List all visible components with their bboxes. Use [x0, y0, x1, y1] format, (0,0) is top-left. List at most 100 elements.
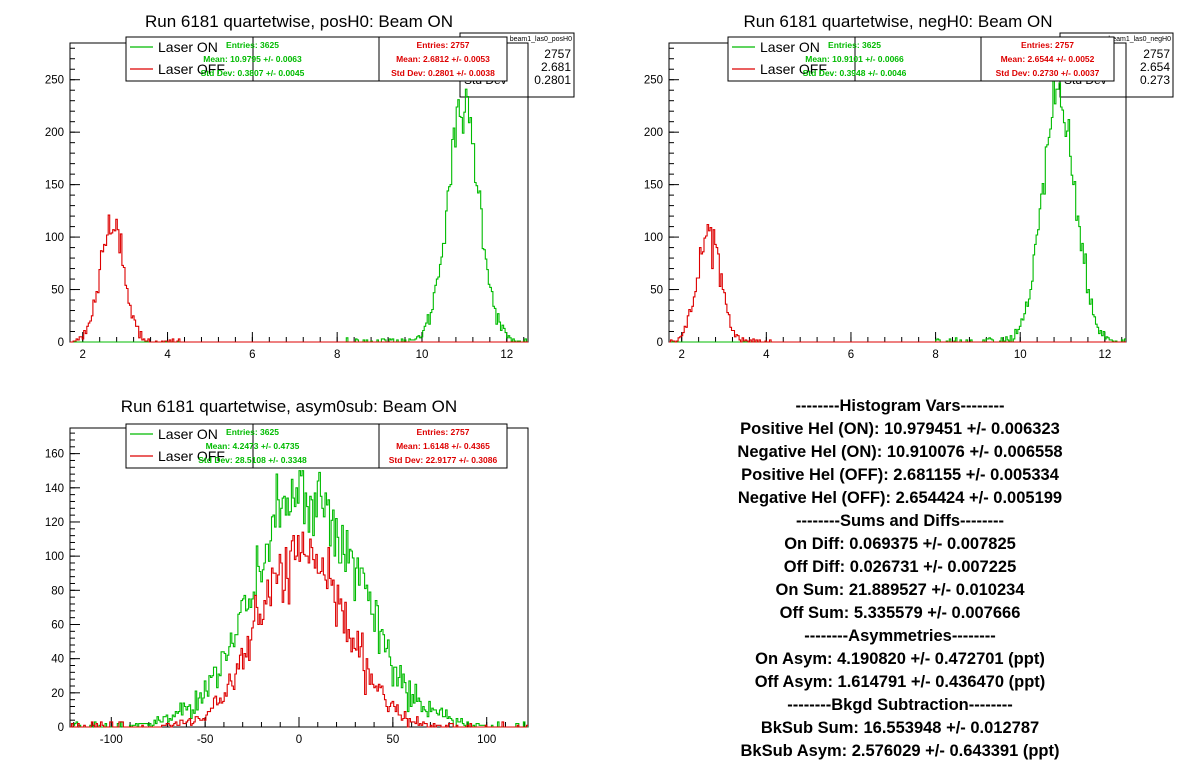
chart-title: Run 6181 quartetwise, negH0: Beam ON [743, 12, 1052, 31]
y-tick-label: 150 [644, 180, 663, 192]
y-tick-label: 120 [45, 517, 64, 529]
summary-line: --------Asymmetries-------- [804, 627, 996, 645]
y-tick-label: 0 [657, 337, 663, 349]
summary-line: On Asym: 4.190820 +/- 0.472701 (ppt) [755, 650, 1045, 668]
plot-frame [69, 42, 529, 343]
y-tick-label: 0 [58, 722, 64, 734]
stats-laser-off: Std Dev: 0.2801 +/- 0.0038 [391, 68, 495, 78]
hidden-stats-value: 0.2801 [534, 73, 571, 87]
stats-laser-on: Mean: 10.9795 +/- 0.0063 [203, 54, 302, 64]
stats-laser-on: Std Dev: 0.3948 +/- 0.0046 [803, 68, 907, 78]
stats-laser-off: Mean: 2.6812 +/- 0.0053 [396, 54, 490, 64]
histogram-panel-3: 0 20 40 60 80 100 120 140 160 -100 -50 0 50 100 Laser … [45, 397, 529, 746]
x-tick-label: 6 [249, 349, 255, 361]
chart-title: Run 6181 quartetwise, posH0: Beam ON [145, 12, 453, 31]
histogram-series-laser-on [669, 79, 1126, 343]
chart-title: Run 6181 quartetwise, asym0sub: Beam ON [121, 397, 457, 416]
legend-label-laser-off: Laser OFF [158, 448, 225, 464]
x-tick-label: -100 [100, 734, 123, 746]
x-tick-label: 100 [477, 734, 496, 746]
summary-panel: --------Histogram Vars-------- Positive … [650, 395, 1150, 763]
y-tick-label: 250 [45, 75, 64, 87]
y-tick-label: 200 [45, 127, 64, 139]
legend-stats-box: Laser ON Laser OFF Entries: 3625 Mean: 4.24… [125, 423, 508, 469]
summary-line: --------Histogram Vars-------- [795, 397, 1005, 415]
y-tick-label: 40 [51, 654, 64, 666]
y-tick-label: 60 [51, 619, 64, 631]
plot-frame [668, 42, 1127, 343]
summary-line: Positive Hel (ON): 10.979451 +/- 0.00632… [740, 420, 1060, 438]
hidden-stats-value: 2757 [544, 47, 571, 61]
x-tick-label: 12 [1098, 349, 1111, 361]
histogram-series-laser-off [669, 223, 1126, 343]
summary-line: On Sum: 21.889527 +/- 0.010234 [775, 581, 1025, 599]
x-tick-label: 4 [763, 349, 770, 361]
stats-laser-off: Entries: 2757 [417, 40, 470, 50]
x-tick-label: -50 [197, 734, 214, 746]
stats-laser-off: Mean: 2.6544 +/- 0.0052 [1001, 54, 1095, 64]
x-tick-label: 10 [1014, 349, 1027, 361]
y-tick-label: 0 [58, 337, 64, 349]
stats-laser-on: Std Dev: 0.3807 +/- 0.0045 [201, 68, 305, 78]
stats-laser-on: Entries: 3625 [226, 427, 279, 437]
histogram-series-laser-on [70, 470, 528, 728]
legend-label-laser-off: Laser OFF [760, 61, 827, 77]
stats-laser-off: Std Dev: 22.9177 +/- 0.3086 [389, 455, 498, 465]
legend-frame [125, 423, 508, 469]
summary-line: Positive Hel (OFF): 2.681155 +/- 0.00533… [741, 466, 1059, 484]
summary-line: Off Asym: 1.614791 +/- 0.436470 (ppt) [754, 673, 1046, 691]
y-tick-label: 80 [51, 585, 64, 597]
x-tick-label: 6 [848, 349, 854, 361]
stats-laser-on: Mean: 10.9101 +/- 0.0066 [805, 54, 904, 64]
y-tick-label: 140 [45, 483, 64, 495]
x-tick-label: 8 [932, 349, 938, 361]
summary-line: Off Diff: 0.026731 +/- 0.007225 [783, 558, 1017, 576]
hidden-stats-value: 2.654 [1140, 60, 1170, 74]
y-tick-label: 150 [45, 180, 64, 192]
summary-line: --------Bkgd Subtraction-------- [787, 696, 1013, 714]
legend-stats-box: Laser ON Laser OFF Entries: 3625 Mean: 10.9… [125, 36, 508, 82]
hidden-stats-value: 0.273 [1140, 73, 1170, 87]
histogram-series-laser-on [70, 88, 528, 343]
y-tick-label: 100 [644, 232, 663, 244]
hidden-stats-name: beam1_las0_negH0 [1108, 36, 1171, 43]
y-tick-label: 50 [51, 285, 64, 297]
legend-label-laser-on: Laser ON [158, 39, 218, 55]
hidden-stats-value: 2757 [1143, 47, 1170, 61]
summary-line: BkSub Sum: 16.553948 +/- 0.012787 [760, 719, 1040, 737]
legend-label-laser-on: Laser ON [760, 39, 820, 55]
histogram-series-laser-off [70, 214, 528, 343]
summary-line: Off Sum: 5.335579 +/- 0.007666 [779, 604, 1021, 622]
y-tick-label: 250 [644, 75, 663, 87]
summary-line: Negative Hel (ON): 10.910076 +/- 0.00655… [737, 443, 1063, 461]
x-tick-label: 50 [386, 734, 399, 746]
summary-line: On Diff: 0.069375 +/- 0.007825 [784, 535, 1016, 553]
y-tick-label: 100 [45, 551, 64, 563]
histogram-series-laser-off [70, 531, 528, 728]
legend-frame [125, 36, 508, 82]
y-tick-label: 200 [644, 127, 663, 139]
legend-frame [727, 36, 1115, 82]
y-tick-label: 50 [650, 285, 663, 297]
summary-line: BkSub Asym: 2.576029 +/- 0.643391 (ppt) [740, 742, 1060, 760]
y-tick-label: 20 [51, 688, 64, 700]
stats-laser-off: Std Dev: 0.2730 +/- 0.0037 [996, 68, 1100, 78]
stats-laser-on: Mean: 4.2473 +/- 0.4735 [206, 441, 300, 451]
hidden-stats-value: 2.681 [541, 60, 571, 74]
y-tick-label: 160 [45, 449, 64, 461]
stats-laser-off: Mean: 1.6148 +/- 0.4365 [396, 441, 490, 451]
stats-laser-on: Std Dev: 28.5108 +/- 0.3348 [198, 455, 307, 465]
hidden-stats-name: beam1_las0_posH0 [510, 36, 572, 43]
summary-line: Negative Hel (OFF): 2.654424 +/- 0.00519… [737, 489, 1063, 507]
x-tick-label: 4 [164, 349, 171, 361]
legend-stats-box: Laser ON Laser OFF Entries: 3625 Mean: 10.9… [727, 36, 1115, 82]
x-tick-label: 2 [678, 349, 684, 361]
legend-label-laser-off: Laser OFF [158, 61, 225, 77]
x-tick-label: 0 [296, 734, 302, 746]
stats-laser-on: Entries: 3625 [226, 40, 279, 50]
x-tick-label: 12 [500, 349, 513, 361]
x-tick-label: 2 [80, 349, 86, 361]
legend-label-laser-on: Laser ON [158, 426, 218, 442]
